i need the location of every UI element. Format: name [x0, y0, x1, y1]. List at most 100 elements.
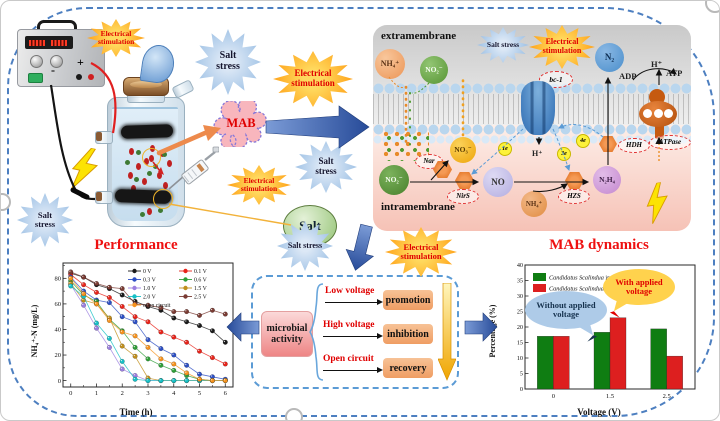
n2h4-circle: N₂H₄ [593, 166, 621, 194]
power-button [28, 73, 43, 83]
microbe-dot-green [158, 208, 163, 213]
power-supply-display [25, 36, 73, 49]
bc1-protein [521, 81, 555, 135]
svg-text:80: 80 [55, 276, 62, 283]
bubble-text: With applied voltage [615, 276, 663, 296]
svg-text:open circuit: open circuit [143, 303, 171, 309]
svg-text:2.5: 2.5 [663, 393, 671, 400]
microbial-activity-box: microbial activity [261, 311, 313, 357]
svg-text:5: 5 [198, 390, 201, 397]
minus-label: - [51, 63, 55, 77]
svg-text:40: 40 [517, 262, 523, 269]
pathway-arrows [388, 68, 677, 193]
svg-text:30: 30 [517, 293, 523, 300]
microbe-dot-red [157, 172, 162, 179]
performance-plot: 0 20 40 60 80 0 1 2 3 4 5 6 0 V 0.1 V 0.3 V 0.6 V 1.0 V 1… [55, 262, 234, 397]
mechanism-flow-box: microbial activity Low voltage promotion… [251, 275, 459, 389]
zoom-circle-mab [142, 148, 161, 167]
electrical-stimulation-burst: Electrical stimulation [385, 227, 457, 277]
salt-stress-burst: Salt stress [195, 29, 261, 95]
high-voltage-label: High voltage [323, 320, 375, 330]
svg-text:0 V: 0 V [143, 269, 152, 275]
bubble-text: Without applied voltage [536, 299, 596, 319]
electron-4e: 4e [576, 134, 590, 148]
svg-text:0: 0 [69, 390, 72, 397]
performance-xlabel: Time (h) [119, 407, 153, 417]
led-digits [29, 39, 45, 46]
intramembrane-label: intramembrane [381, 201, 455, 213]
microbe-dot-red [129, 148, 134, 155]
lightning-icon [646, 181, 668, 225]
carbon-electrode-top [120, 124, 174, 139]
flow-arrow [323, 367, 383, 374]
electron-3e: 3e [557, 147, 571, 161]
microbe-dot-red [147, 208, 152, 215]
mab-label: MAB [226, 116, 256, 130]
left-handle [1, 193, 11, 211]
svg-text:0: 0 [552, 393, 555, 400]
port-cap [96, 192, 102, 201]
microbe-dot-red [163, 182, 168, 189]
hzs-enzyme [565, 172, 584, 189]
salt-connector-line [168, 203, 292, 226]
svg-text:10: 10 [517, 355, 523, 362]
adp-label: ADP [619, 71, 637, 81]
open-circuit-label: Open circuit [323, 354, 374, 364]
burst-label: Salt stress [315, 156, 337, 176]
atpase-cap [639, 101, 677, 127]
microbe-dot-red [128, 172, 133, 179]
mab-ylabel: Percentage (%) [488, 304, 497, 358]
electrical-stimulation-burst: Electrical stimulation [227, 165, 291, 205]
no-circle: NO [483, 167, 513, 197]
no2-intracellular: NO₂⁻ [379, 165, 409, 195]
svg-text:1.5 V: 1.5 V [194, 286, 208, 292]
performance-chart: Performance 0 20 40 60 80 0 1 2 3 4 5 6 0 V 0.1 V 0.3 … [27, 237, 245, 420]
svg-text:2.0 V: 2.0 V [143, 295, 157, 301]
nh4-intracellular: NH₄⁺ [521, 191, 547, 217]
mab-dynamics-title: MAB dynamics [549, 237, 649, 253]
nh4-extracellular: NH₄⁺ [375, 49, 405, 79]
membrane-panel: extramembrane intramembrane NH₄⁺ NO₂⁻ N₂… [373, 25, 691, 231]
mab-xlabel: Voltage (V) [577, 407, 621, 417]
lightning-icon [71, 147, 99, 190]
burst-label: Salt stress [216, 50, 240, 72]
without-voltage-bubble: Without applied voltage [525, 291, 607, 342]
svg-text:20: 20 [55, 352, 62, 359]
microbe-dot-red [167, 160, 172, 167]
microbe-dot-green [134, 177, 139, 182]
extramembrane-label: extramembrane [381, 30, 457, 42]
electrical-stimulation-burst: Electrical stimulation [273, 51, 353, 107]
n2-circle: N₂ [595, 43, 624, 72]
svg-text:3: 3 [146, 390, 149, 397]
bottle-port-lower [95, 191, 113, 204]
burst-label: Salt stress [287, 240, 323, 250]
positive-terminal [88, 74, 94, 80]
svg-text:Candidatus Scalindua in R1: Candidatus Scalindua in R1 [549, 275, 619, 282]
h-plus-top-label: H⁺ [651, 59, 663, 69]
bottom-handle [285, 408, 303, 420]
hzs-enzyme-label: HZS [558, 189, 590, 204]
low-voltage-label: Low voltage [325, 286, 375, 296]
cloud-shape [213, 97, 267, 150]
burst-label: Electrical stimulation [400, 241, 442, 261]
promotion-box: promotion [383, 290, 433, 310]
water-droplet [139, 42, 177, 86]
lipid-head-row-inner [373, 135, 691, 144]
svg-text:0.1 V: 0.1 V [194, 269, 208, 275]
syringe [168, 146, 219, 190]
microbe-dot-red [136, 163, 141, 170]
svg-text:2.5 V: 2.5 V [194, 295, 208, 301]
arrow-to-membrane [265, 105, 370, 149]
burst-label: Salt stress [34, 209, 56, 229]
svg-text:5: 5 [520, 371, 523, 378]
nirs-enzyme-label: NirS [447, 189, 479, 204]
svg-text:0: 0 [58, 378, 61, 385]
svg-text:15: 15 [517, 340, 523, 347]
bottle-port-top-right [171, 79, 195, 99]
svg-text:35: 35 [517, 278, 523, 285]
port-cap [96, 132, 102, 141]
performance-ylabel: NH₄⁺-N (mg/L) [30, 304, 39, 358]
plus-label: + [77, 55, 84, 69]
inhibition-box: inhibition [383, 324, 433, 344]
svg-text:25: 25 [517, 309, 523, 316]
